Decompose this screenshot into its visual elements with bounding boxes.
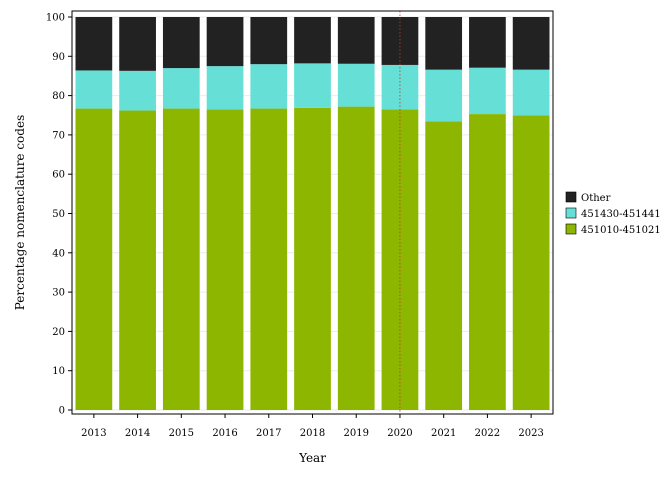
legend-swatch bbox=[565, 191, 577, 203]
legend-label: 451430-451441 bbox=[581, 209, 661, 220]
bar-segment bbox=[75, 17, 113, 71]
bar-segment bbox=[162, 108, 200, 410]
y-tick-label: 80 bbox=[52, 91, 65, 102]
y-tick-label: 40 bbox=[52, 248, 65, 259]
y-tick-label: 90 bbox=[52, 52, 65, 63]
y-tick-label: 50 bbox=[52, 209, 65, 220]
bar-segment bbox=[119, 17, 156, 71]
bar-segment bbox=[119, 70, 156, 111]
y-tick-label: 100 bbox=[46, 13, 65, 24]
bar-segment bbox=[425, 121, 463, 411]
legend-label: Other bbox=[581, 193, 611, 204]
bar-segment bbox=[469, 67, 506, 115]
bar-segment bbox=[337, 63, 375, 107]
x-tick-label: 2018 bbox=[300, 428, 325, 439]
bar-segment bbox=[294, 17, 331, 64]
bar-segment bbox=[425, 17, 463, 70]
bar-segment bbox=[469, 17, 506, 68]
bars-layer bbox=[75, 17, 550, 411]
x-tick-label: 2019 bbox=[344, 428, 369, 439]
y-axis-title: Percentage nomenclature codes bbox=[13, 115, 27, 310]
bar-segment bbox=[75, 108, 113, 410]
bar-segment bbox=[162, 68, 200, 109]
bar-segment bbox=[337, 17, 375, 64]
x-tick-label: 2013 bbox=[81, 428, 106, 439]
bar-segment bbox=[250, 108, 288, 410]
legend-swatch bbox=[565, 223, 577, 235]
y-tick-label: 30 bbox=[52, 288, 65, 299]
bar-segment bbox=[162, 17, 200, 69]
x-tick-label: 2017 bbox=[256, 428, 281, 439]
y-tick-label: 10 bbox=[52, 366, 65, 377]
bar-segment bbox=[250, 17, 288, 65]
y-tick-label: 0 bbox=[59, 406, 65, 417]
x-tick-label: 2021 bbox=[431, 428, 456, 439]
y-axis: 0 10 20 30 40 50 60 70 80 90 100 bbox=[46, 13, 72, 417]
x-tick-label: 2020 bbox=[387, 428, 412, 439]
legend: Other 451430-451441 451010-451021 bbox=[565, 191, 661, 236]
bar-segment bbox=[119, 110, 156, 410]
legend-swatch bbox=[565, 207, 577, 219]
y-tick-label: 20 bbox=[52, 327, 65, 338]
x-axis: 2013 2014 2015 2016 2017 2018 2019 2020 2021 2022… bbox=[81, 414, 544, 439]
x-axis-title: Year bbox=[298, 451, 326, 465]
x-tick-label: 2014 bbox=[125, 428, 150, 439]
bar-segment bbox=[206, 66, 244, 110]
bar-segment bbox=[294, 107, 331, 411]
bar-segment bbox=[206, 17, 244, 67]
legend-label: 451010-451021 bbox=[581, 225, 661, 236]
bar-segment bbox=[512, 17, 550, 70]
bar-segment bbox=[381, 64, 419, 110]
x-tick-label: 2023 bbox=[518, 428, 543, 439]
bar-segment bbox=[469, 114, 506, 411]
bar-segment bbox=[425, 69, 463, 122]
bar-segment bbox=[250, 64, 288, 109]
bar-segment bbox=[512, 69, 550, 116]
bar-segment bbox=[75, 70, 113, 109]
y-tick-label: 70 bbox=[52, 130, 65, 141]
bar-segment bbox=[337, 106, 375, 410]
y-tick-label: 60 bbox=[52, 170, 65, 181]
bar-segment bbox=[512, 115, 550, 410]
x-tick-label: 2016 bbox=[212, 428, 237, 439]
x-tick-label: 2022 bbox=[475, 428, 500, 439]
x-tick-label: 2015 bbox=[169, 428, 194, 439]
bar-segment bbox=[206, 109, 244, 410]
bar-segment bbox=[294, 63, 331, 108]
